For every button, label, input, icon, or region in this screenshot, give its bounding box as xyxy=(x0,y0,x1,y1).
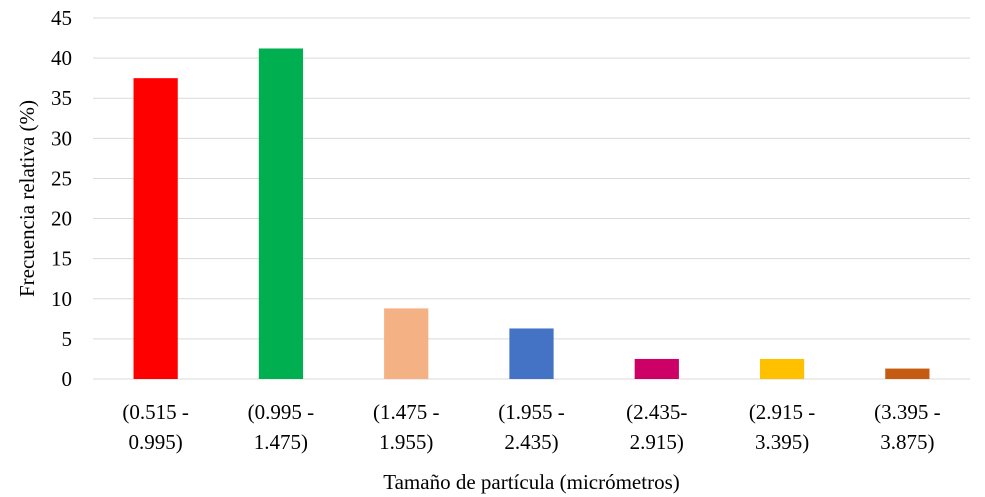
y-tick-label: 25 xyxy=(51,166,72,190)
y-tick-label: 10 xyxy=(51,287,72,311)
bar xyxy=(885,368,930,379)
x-tick-label-line: (1.955 - xyxy=(498,400,565,424)
bar xyxy=(509,328,554,379)
y-tick-label: 40 xyxy=(51,46,72,70)
x-axis-title: Tamaño de partícula (micrómetros) xyxy=(383,470,680,494)
x-tick-label-line: 1.955) xyxy=(379,430,433,454)
bar xyxy=(634,358,679,379)
x-tick-label-line: 2.915) xyxy=(630,430,684,454)
y-tick-label: 20 xyxy=(51,207,72,231)
bar xyxy=(384,308,429,379)
x-tick-label: (1.955 - 2.435) xyxy=(498,400,565,454)
x-tick-label-line: 2.435) xyxy=(504,430,558,454)
x-tick-label-line: (2.915 - xyxy=(749,400,816,424)
x-tick-label: (3.395 - 3.875) xyxy=(874,400,941,454)
bar xyxy=(133,78,178,380)
bar xyxy=(759,358,805,379)
gridlines xyxy=(93,17,970,380)
x-tick-label-line: 0.995) xyxy=(129,430,183,454)
x-axis-ticks: (0.515 - 0.995) (0.995 - 1.475) (1.475 - 1.95… xyxy=(122,400,940,454)
y-tick-label: 15 xyxy=(51,247,72,271)
bars xyxy=(133,48,930,380)
bar xyxy=(258,48,304,380)
x-tick-label-line: 1.475) xyxy=(254,430,308,454)
y-tick-label: 5 xyxy=(62,327,73,351)
x-tick-label: (0.995 - 1.475) xyxy=(248,400,315,454)
x-tick-label-line: (0.515 - xyxy=(122,400,189,424)
x-tick-label-line: 3.395) xyxy=(755,430,809,454)
y-tick-label: 0 xyxy=(62,367,73,391)
y-axis-title: Frecuencia relativa (%) xyxy=(15,100,39,297)
y-tick-label: 35 xyxy=(51,86,72,110)
x-tick-label: (2.435- 2.915) xyxy=(626,400,687,454)
x-tick-label-line: (1.475 - xyxy=(373,400,440,424)
x-tick-label-line: 3.875) xyxy=(880,430,934,454)
y-tick-label: 30 xyxy=(51,126,72,150)
x-tick-label-line: (2.435- xyxy=(626,400,687,424)
y-tick-label: 45 xyxy=(51,6,72,30)
x-tick-label: (2.915 - 3.395) xyxy=(749,400,816,454)
x-tick-label: (1.475 - 1.955) xyxy=(373,400,440,454)
x-tick-label-line: (0.995 - xyxy=(248,400,315,424)
x-tick-label-line: (3.395 - xyxy=(874,400,941,424)
x-tick-label: (0.515 - 0.995) xyxy=(122,400,189,454)
y-axis-ticks: 0 5 10 15 20 25 30 35 40 45 xyxy=(51,6,72,391)
